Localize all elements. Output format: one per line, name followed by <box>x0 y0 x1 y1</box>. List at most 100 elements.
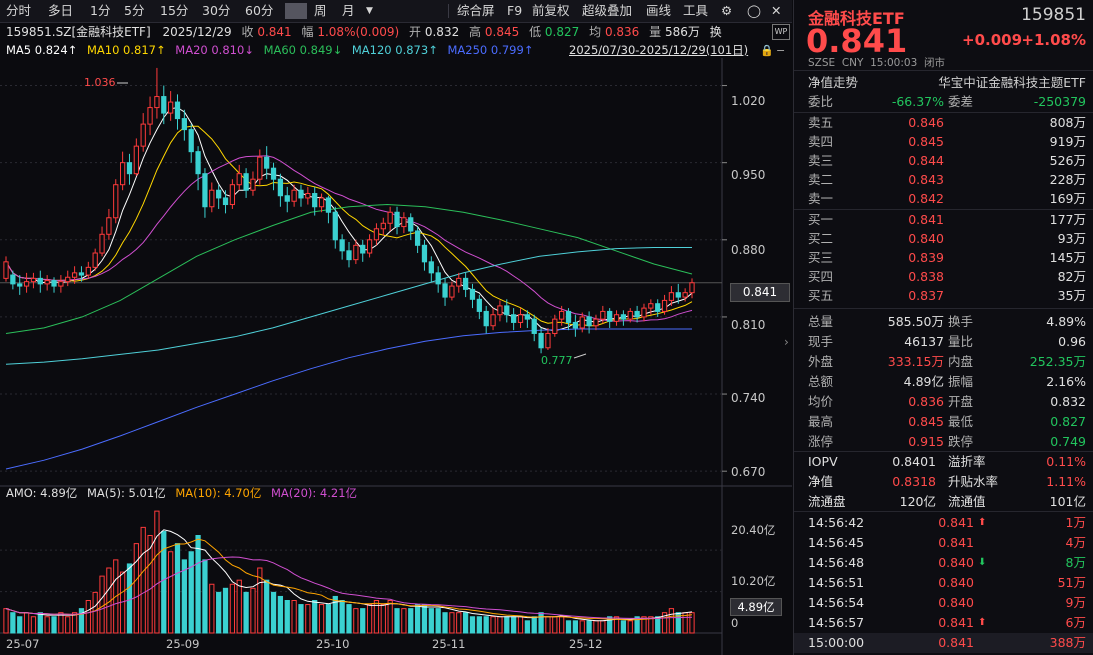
forward-adjust-button[interactable]: 前复权 <box>532 3 570 18</box>
candle <box>257 149 263 185</box>
tab-30min[interactable]: 30分 <box>202 3 231 18</box>
candle <box>216 184 222 209</box>
bid-row[interactable]: 买一 0.841 177万 <box>794 210 1093 230</box>
candle-body <box>442 283 448 298</box>
tick-row: 14:56:54 0.840 9万 <box>794 593 1093 613</box>
tab-intraday[interactable]: 分时 <box>6 3 32 18</box>
wp-icon[interactable]: WP <box>772 24 790 40</box>
candle <box>360 239 366 262</box>
volume-bar <box>469 616 476 634</box>
bid-row[interactable]: 买三 0.839 145万 <box>794 248 1093 268</box>
tab-1min[interactable]: 1分 <box>90 3 111 18</box>
stat-value: 0.827 <box>1050 414 1086 429</box>
close-icon[interactable]: ✕ <box>771 3 782 18</box>
tab-5min[interactable]: 5分 <box>124 3 145 18</box>
tab-multi-day[interactable]: 多日 <box>48 3 74 18</box>
iopv-label: 升贴水率 <box>948 474 999 489</box>
ask-row[interactable]: 卖四 0.845 919万 <box>794 132 1093 152</box>
ask-row[interactable]: 卖三 0.844 526万 <box>794 151 1093 171</box>
volume-bar <box>476 616 482 634</box>
quote-info-line: 159851.SZ[金融科技ETF] 2025/12/29 收 0.841 幅 … <box>6 23 722 41</box>
candle-body <box>339 239 345 252</box>
candle <box>675 283 681 304</box>
collapse-arrow-icon[interactable]: › <box>784 335 789 349</box>
circle-icon[interactable]: ◯ <box>747 3 761 18</box>
f9-button[interactable]: F9 <box>507 3 523 18</box>
bid-row[interactable]: 买二 0.840 93万 <box>794 229 1093 249</box>
candle-body <box>58 281 64 287</box>
tab-weekly[interactable]: 周 <box>314 3 327 18</box>
date-range[interactable]: 2025/07/30-2025/12/29(101日) <box>569 43 749 57</box>
candle-body <box>113 184 119 219</box>
ask-row[interactable]: 卖一 0.842 169万 <box>794 189 1093 209</box>
ask-label: 卖三 <box>808 153 834 168</box>
volume-bar <box>613 616 620 634</box>
ask-label: 卖五 <box>808 115 834 130</box>
tools-button[interactable]: 工具 <box>683 3 709 18</box>
candle <box>154 67 160 119</box>
lock-icon[interactable]: 🔒 <box>760 44 774 57</box>
ma10-label: MA10 0.817↑ <box>86 43 166 57</box>
candle <box>10 270 16 290</box>
volume-bar <box>360 608 366 634</box>
candle <box>408 213 414 240</box>
candle <box>37 270 43 293</box>
ma120-line <box>5 247 692 365</box>
candle-body <box>449 285 455 298</box>
volume-bar <box>462 612 469 634</box>
candle <box>161 85 167 125</box>
nav-trend-link[interactable]: 净值走势 <box>808 75 859 90</box>
stat-label: 振幅 <box>948 374 974 389</box>
stats-row: 均价 0.836 开盘 0.832 <box>794 392 1093 412</box>
candle-body <box>270 167 277 180</box>
ask-price: 0.845 <box>908 134 944 149</box>
volume-bar <box>661 612 668 634</box>
stat-label: 总量 <box>808 314 834 329</box>
draw-line-button[interactable]: 画线 <box>646 3 672 18</box>
candle <box>65 270 71 287</box>
ask-row[interactable]: 卖二 0.843 228万 <box>794 170 1093 190</box>
x-label: 25-10 <box>316 637 350 651</box>
candle <box>421 239 428 271</box>
candle <box>613 310 620 326</box>
candle <box>339 234 345 260</box>
iopv-label: 流通值 <box>948 494 986 509</box>
volume-bar <box>209 583 215 634</box>
weicha-value: -250379 <box>1033 94 1086 109</box>
candle-body <box>661 299 668 312</box>
tick-time: 14:56:54 <box>808 595 865 610</box>
bid-row[interactable]: 买五 0.837 35万 <box>794 286 1093 306</box>
volume-bar <box>264 579 270 634</box>
volume-tick: 10.20亿 <box>731 574 776 588</box>
ask-row[interactable]: 卖五 0.846 808万 <box>794 113 1093 133</box>
candle-body <box>408 217 414 232</box>
volume-value: 586万 <box>664 25 700 39</box>
kline-chart[interactable] <box>0 58 792 655</box>
tick-time: 14:56:42 <box>808 515 865 530</box>
volume-bar <box>147 535 153 634</box>
candle <box>545 327 551 350</box>
nav-row: 净值走势 华宝中证金融科技主题ETF <box>794 73 1093 93</box>
super-overlay-button[interactable]: 超级叠加 <box>582 3 633 18</box>
tab-60min[interactable]: 60分 <box>245 3 274 18</box>
tab-monthly[interactable]: 月 <box>342 3 355 18</box>
volume-bar <box>456 612 462 634</box>
bid-row[interactable]: 买四 0.838 82万 <box>794 267 1093 287</box>
volume-bar <box>154 510 160 634</box>
candle-body <box>222 197 229 206</box>
candle <box>17 275 23 295</box>
candle <box>483 305 489 334</box>
candle-body <box>312 193 318 208</box>
tick-price: 0.840 <box>938 595 974 610</box>
tab-15min[interactable]: 15分 <box>160 3 189 18</box>
dropdown-arrow-icon[interactable]: ▼ <box>366 6 373 16</box>
volume-bar <box>161 530 167 634</box>
minus-icon[interactable]: − <box>776 44 786 57</box>
composite-screen-button[interactable]: 综合屏 <box>457 3 495 18</box>
volume-bar <box>3 608 9 634</box>
tab-daily-active[interactable] <box>285 3 307 19</box>
divider <box>794 70 1093 71</box>
volume-bar <box>442 612 448 634</box>
gear-icon[interactable]: ⚙ <box>721 3 733 18</box>
amo-legend: AMO: 4.89亿 MA(5): 5.01亿 MA(10): 4.70亿 MA… <box>6 485 357 501</box>
